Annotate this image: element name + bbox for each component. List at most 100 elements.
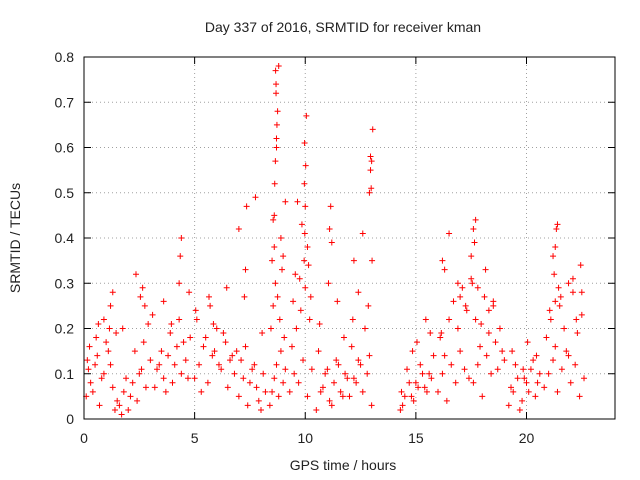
- y-tick-label: 0: [66, 411, 74, 427]
- data-point: [271, 180, 278, 187]
- data-point: [357, 361, 364, 368]
- data-point: [251, 361, 258, 368]
- data-point: [543, 334, 550, 341]
- data-point: [361, 325, 368, 332]
- data-point: [273, 90, 280, 97]
- data-point: [182, 357, 189, 364]
- data-point: [241, 293, 248, 300]
- data-point: [266, 402, 273, 409]
- data-point: [95, 320, 102, 327]
- data-point: [272, 158, 279, 165]
- data-point: [409, 348, 416, 355]
- data-point: [483, 352, 490, 359]
- data-point: [167, 330, 174, 337]
- data-point: [350, 375, 357, 382]
- data-point: [520, 366, 527, 373]
- data-point: [350, 257, 357, 264]
- chart-title: Day 337 of 2016, SRMTID for receiver kma…: [205, 19, 481, 35]
- data-point: [119, 325, 126, 332]
- data-point: [305, 262, 312, 269]
- data-point: [304, 393, 311, 400]
- data-point: [459, 284, 466, 291]
- grid-lines: [84, 57, 615, 419]
- data-point: [116, 402, 123, 409]
- data-point: [171, 361, 178, 368]
- data-point: [242, 343, 249, 350]
- data-point: [277, 348, 284, 355]
- data-point: [271, 375, 278, 382]
- data-point: [270, 302, 277, 309]
- data-point: [154, 366, 161, 373]
- data-point: [87, 379, 94, 386]
- data-point: [255, 397, 262, 404]
- data-point: [474, 361, 481, 368]
- data-point: [499, 348, 506, 355]
- data-point: [369, 126, 376, 133]
- data-point: [465, 375, 472, 382]
- y-tick-label: 0.5: [55, 185, 75, 201]
- data-point: [243, 203, 250, 210]
- data-point: [478, 320, 485, 327]
- data-point: [273, 144, 280, 151]
- data-point: [85, 366, 92, 373]
- data-point: [200, 343, 207, 350]
- data-point: [567, 379, 574, 386]
- data-point: [325, 280, 332, 287]
- data-point: [165, 352, 172, 359]
- data-point: [202, 334, 209, 341]
- data-point: [558, 366, 565, 373]
- data-point: [578, 289, 585, 296]
- data-point: [296, 275, 303, 282]
- data-point: [550, 253, 557, 260]
- data-point: [279, 266, 286, 273]
- data-point: [554, 388, 561, 395]
- data-point: [501, 357, 508, 364]
- data-point: [527, 366, 534, 373]
- data-point: [123, 375, 130, 382]
- data-point: [96, 402, 103, 409]
- x-tick-label: 0: [80, 430, 88, 446]
- data-point: [111, 406, 118, 413]
- y-tick-label: 0.7: [55, 94, 75, 110]
- data-point: [516, 406, 523, 413]
- data-point: [524, 339, 531, 346]
- x-tick-labels: 0 5 10 15 20: [80, 430, 534, 446]
- data-point: [300, 357, 307, 364]
- data-point: [158, 348, 165, 355]
- x-tick-label: 15: [408, 430, 424, 446]
- data-point: [187, 334, 194, 341]
- data-point: [505, 402, 512, 409]
- data-point: [457, 293, 464, 300]
- x-tick-label: 5: [191, 430, 199, 446]
- data-point: [262, 388, 269, 395]
- data-point: [514, 375, 521, 382]
- data-point: [419, 370, 426, 377]
- data-point: [242, 266, 249, 273]
- data-point: [494, 366, 501, 373]
- data-point: [577, 262, 584, 269]
- data-point: [229, 352, 236, 359]
- data-point: [573, 316, 580, 323]
- data-point: [406, 379, 413, 386]
- data-point: [333, 357, 340, 364]
- data-point: [125, 406, 132, 413]
- data-point: [204, 379, 211, 386]
- data-point: [160, 298, 167, 305]
- y-tick-label: 0.4: [55, 230, 75, 246]
- data-point: [561, 325, 568, 332]
- data-point: [448, 361, 455, 368]
- data-point: [479, 393, 486, 400]
- data-point: [220, 330, 227, 337]
- data-point: [523, 379, 530, 386]
- data-point: [470, 225, 477, 232]
- data-point: [532, 393, 539, 400]
- data-point: [469, 280, 476, 287]
- data-point: [422, 316, 429, 323]
- data-point: [106, 325, 113, 332]
- data-point: [295, 379, 302, 386]
- data-point: [162, 388, 169, 395]
- data-point: [272, 280, 279, 287]
- data-point: [215, 361, 222, 368]
- data-point: [437, 334, 444, 341]
- data-point: [438, 330, 445, 337]
